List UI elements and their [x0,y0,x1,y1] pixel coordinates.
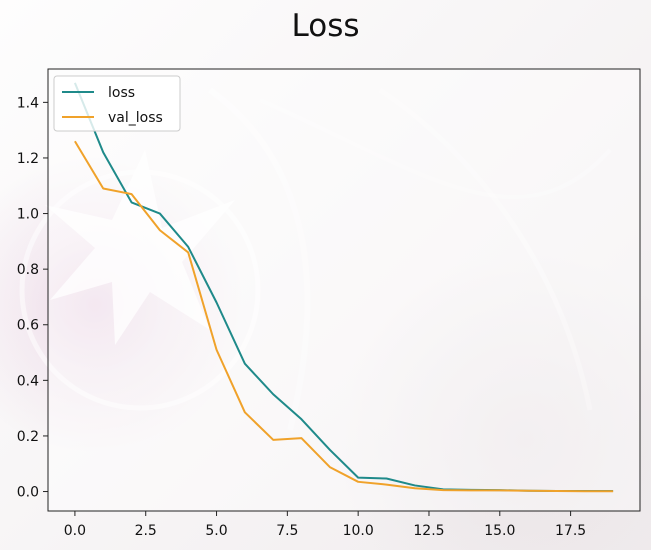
x-axis-tick-label: 12.5 [413,523,444,539]
y-axis-tick-label: 1.2 [17,151,39,167]
legend-label-val-loss: val_loss [108,110,163,126]
y-axis-tick-label: 0.4 [17,373,39,389]
x-axis-tick-label: 2.5 [135,523,157,539]
x-axis-tick-label: 17.5 [555,523,586,539]
y-axis: 0.0 0.2 0.4 0.6 0.8 1.0 1.2 1.4 [17,95,48,501]
y-axis-tick-label: 0.0 [17,485,39,501]
decoration-curve [378,87,593,411]
x-axis: 0.0 2.5 5.0 7.5 10.0 12.5 15.0 17.5 [64,511,586,539]
y-axis-tick-label: 0.2 [17,429,39,445]
decoration-sparkle [45,150,235,345]
plot-area [47,68,641,512]
y-axis-tick-label: 0.6 [17,318,39,334]
decoration-curve [259,98,612,200]
x-axis-tick-label: 10.0 [343,523,374,539]
x-axis-tick-label: 15.0 [484,523,515,539]
y-axis-tick-label: 1.4 [17,95,39,111]
y-axis-tick-label: 0.8 [17,262,39,278]
series-val-loss-line [74,140,614,493]
chart-title: Loss [291,8,360,44]
x-axis-tick-label: 0.0 [64,523,86,539]
y-axis-tick-label: 1.0 [17,207,39,223]
decoration-curve [208,87,311,431]
legend-label-loss: loss [108,85,135,101]
x-axis-tick-label: 5.0 [205,523,227,539]
x-axis-tick-label: 7.5 [276,523,298,539]
legend: loss val_loss [53,75,181,132]
decoration-halo [19,169,261,411]
background-decoration [19,87,612,431]
